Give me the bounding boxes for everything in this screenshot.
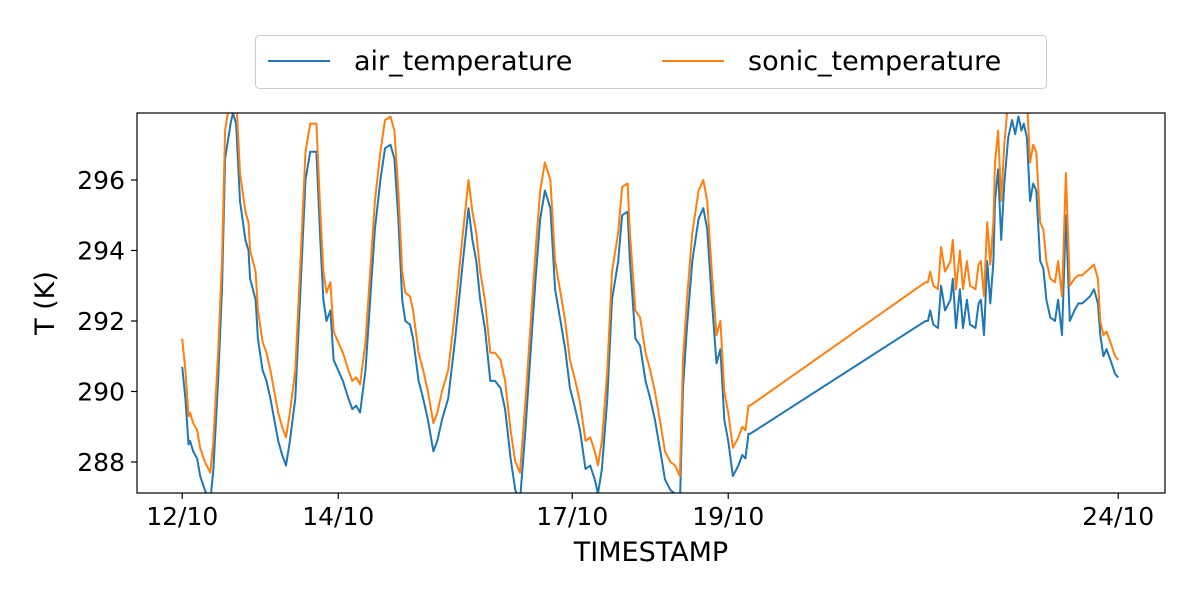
x-tick-label: 19/10: [692, 502, 764, 531]
x-axis-label: TIMESTAMP: [573, 537, 728, 568]
x-tick-label: 24/10: [1082, 502, 1154, 531]
x-tick-label: 14/10: [302, 502, 374, 531]
y-tick-label: 290: [77, 377, 125, 406]
plot-frame: [136, 112, 1166, 494]
series-line-sonic-temperature: [181, 113, 1119, 478]
legend: air_temperature sonic_temperature: [255, 35, 1047, 89]
y-tick-label: 294: [77, 236, 125, 265]
y-axis: 288 290 292 294 296: [77, 166, 137, 477]
x-axis: 12/10 14/10 17/10 19/10 24/10: [146, 493, 1154, 531]
y-tick-label: 288: [77, 448, 125, 477]
legend-label-sonic-temperature: sonic_temperature: [748, 46, 1001, 77]
series-line-air-temperature: [181, 113, 1119, 493]
x-tick-label: 17/10: [536, 502, 608, 531]
y-axis-label: T (K): [30, 271, 61, 336]
legend-box: [255, 35, 1047, 89]
series-layer: [181, 113, 1119, 493]
x-tick-label: 12/10: [146, 502, 218, 531]
y-tick-label: 296: [77, 166, 125, 195]
legend-label-air-temperature: air_temperature: [354, 46, 572, 77]
y-tick-label: 292: [77, 307, 125, 336]
